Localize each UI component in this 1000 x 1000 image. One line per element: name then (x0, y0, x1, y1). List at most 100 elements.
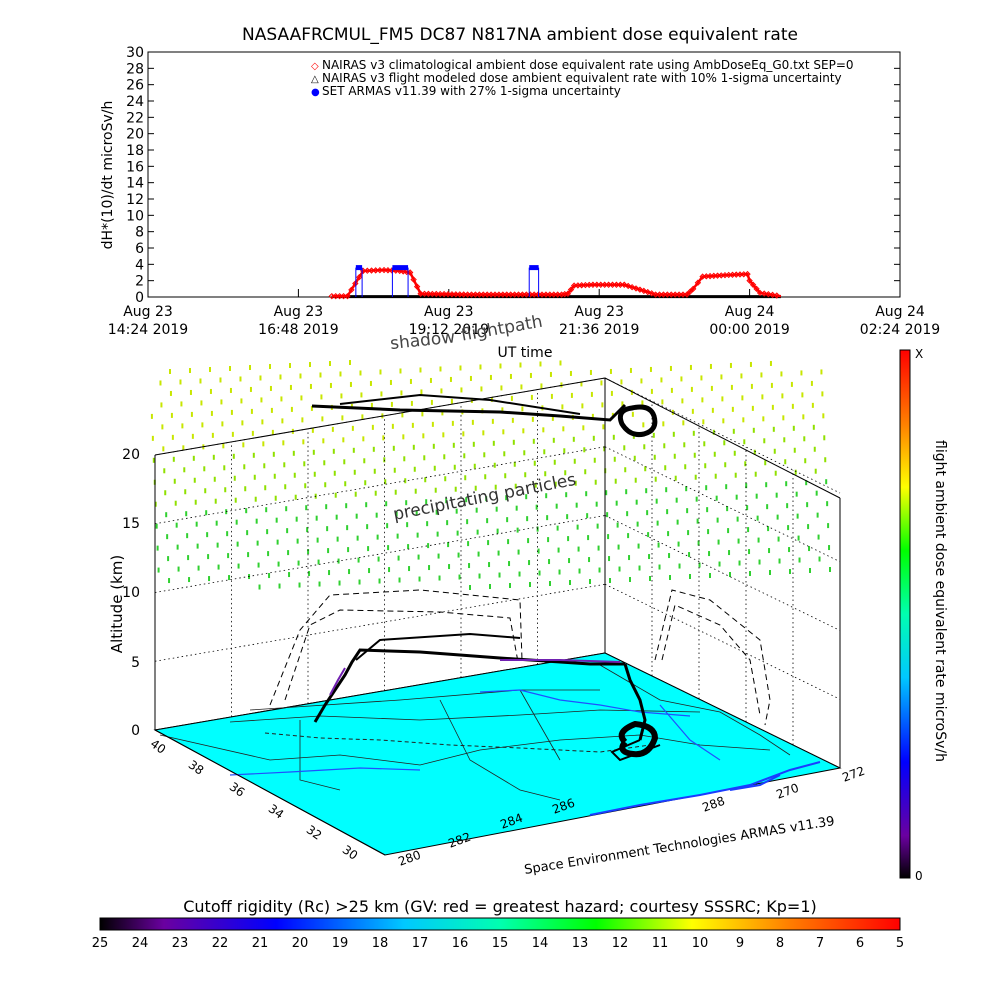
lat-tick-30: 30 (340, 843, 361, 863)
y-tick-label: 20 (126, 127, 144, 143)
y-tick-label: 28 (126, 61, 144, 77)
y-tick-label: 16 (126, 159, 144, 175)
series-nairas-clim-point (753, 285, 760, 293)
precipitating-particles-field (150, 360, 831, 590)
y-tick-label: 30 (126, 45, 144, 61)
altitude-axis: 0 5 10 15 20 Altitude (km) (108, 447, 140, 739)
rigidity-tick-label: 23 (172, 936, 189, 951)
series-layer (328, 265, 782, 300)
flight-path-low-dose (329, 659, 621, 696)
series-nairas-clim-point (636, 286, 644, 293)
series-nairas-clim-point (640, 287, 648, 295)
x-tick-label-time: 02:24 2019 (860, 322, 940, 338)
ground-map (153, 652, 842, 856)
x-axis-ticks: Aug 23 14:24 2019 Aug 23 16:48 2019 Aug 23 19… (108, 289, 940, 338)
rigidity-tick-label: 10 (692, 936, 709, 951)
legend-marker-armas: ● (311, 87, 320, 98)
lat-tick-38: 38 (186, 758, 207, 778)
lat-tick-36: 36 (227, 780, 248, 800)
rigidity-tick-label: 18 (372, 936, 389, 951)
rigidity-tick-label: 19 (332, 936, 349, 951)
series-nairas-clim-point (746, 277, 753, 284)
x-tick-label-date: Aug 23 (424, 304, 474, 320)
series-nairas-clim-point (686, 288, 694, 295)
lon-tick-270: 270 (774, 781, 800, 802)
y-tick-label: 4 (135, 257, 144, 273)
dose-colorbar: X 0 flight ambient dose equivalent rate … (899, 347, 948, 883)
land-patch (580, 800, 720, 825)
legend-marker-nairas-clim: ◇ (311, 61, 319, 72)
y-tick-label: 2 (135, 274, 144, 290)
rigidity-tick-label: 7 (816, 936, 824, 951)
series-nairas-clim-point (689, 285, 697, 293)
y-tick-label: 22 (126, 110, 144, 126)
legend-entry-nairas-clim: NAIRAS v3 climatological ambient dose eq… (322, 58, 854, 72)
grid-line (604, 377, 841, 494)
series-nairas-clim-point (683, 291, 691, 298)
x-tick-label-time: 19:12 2019 (409, 322, 489, 338)
lat-tick-34: 34 (266, 802, 287, 822)
series-nairas-clim-point (765, 291, 772, 298)
lon-tick-272: 272 (840, 764, 866, 785)
legend: ◇ NAIRAS v3 climatological ambient dose … (311, 58, 854, 98)
series-nairas-clim-point (621, 281, 628, 288)
series-nairas-clim-point (628, 283, 636, 291)
legend-marker-nairas-flight: △ (311, 74, 319, 85)
ground-shadow-track (264, 732, 651, 753)
rigidity-tick-label: 20 (292, 936, 309, 951)
rigidity-tick-label: 13 (572, 936, 589, 951)
alt-tick-15: 15 (122, 516, 140, 532)
series-nairas-clim-point (773, 292, 780, 299)
lat-tick-32: 32 (304, 823, 325, 843)
series-nairas-clim-point (761, 290, 768, 297)
series-nairas-clim-point (567, 286, 575, 293)
series-nairas-clim-point (348, 286, 355, 294)
dose-colorbar-top-label: X (915, 347, 923, 361)
y-tick-label: 8 (135, 225, 144, 241)
shadow-annotation: shadow (389, 327, 456, 354)
x-tick-label-date: Aug 24 (875, 304, 925, 320)
rigidity-colorbar: Cutoff rigidity (Rc) >25 km (GV: red = g… (92, 897, 904, 951)
y-tick-label: 10 (126, 208, 144, 224)
legend-entry-armas: SET ARMAS v11.39 with 27% 1-sigma uncert… (322, 84, 621, 98)
y-tick-label: 18 (126, 143, 144, 159)
dose-colorbar-bottom-label: 0 (915, 869, 923, 883)
wall-shadow-tracks (269, 589, 771, 726)
x-tick-label-time: 21:36 2019 (559, 322, 639, 338)
rivers (229, 689, 721, 776)
rigidity-tick-label: 14 (532, 936, 549, 951)
series-nairas-clim-point (769, 291, 776, 299)
altitude-axis-label: Altitude (km) (108, 555, 126, 653)
lat-tick-40: 40 (148, 737, 169, 757)
series-nairas-clim-point (756, 289, 764, 297)
x-tick-label-date: Aug 23 (123, 304, 173, 320)
rigidity-tick-label: 25 (92, 936, 109, 951)
series-nairas-clim-point (624, 282, 632, 290)
rigidity-tick-label: 22 (212, 936, 229, 951)
top-plane-shadow (311, 393, 658, 437)
rigidity-tick-label: 9 (736, 936, 744, 951)
x-tick-label-date: Aug 23 (574, 304, 624, 320)
series-nairas-clim-point (344, 292, 351, 300)
grid-line (604, 515, 841, 631)
dose-timeseries-plot: NASAAFRCMUL_FM5 DC87 N817NA ambient dose… (100, 25, 940, 361)
series-nairas-clim-point (352, 280, 359, 287)
x-tick-label-time: 16:48 2019 (258, 322, 338, 338)
series-nairas-clim-point (632, 285, 640, 292)
y-tick-label: 6 (135, 241, 144, 257)
y-tick-label: 26 (126, 78, 144, 94)
alt-tick-0: 0 (131, 723, 140, 739)
series-nairas-clim-point (648, 290, 655, 297)
series-nairas-clim-point (384, 267, 392, 274)
series-nairas-clim-point (356, 273, 363, 281)
rigidity-tick-label: 5 (896, 936, 904, 951)
rigidity-tick-label: 15 (492, 936, 509, 951)
y-tick-label: 12 (126, 192, 144, 208)
flight-3d-view: shadow flightpath (108, 312, 867, 878)
rigidity-tick-label: 21 (252, 936, 269, 951)
alt-tick-20: 20 (122, 447, 140, 463)
series-nairas-clim-point (413, 283, 421, 290)
series-nairas-clim-point (644, 288, 651, 296)
series-nairas-clim-point (749, 281, 757, 288)
